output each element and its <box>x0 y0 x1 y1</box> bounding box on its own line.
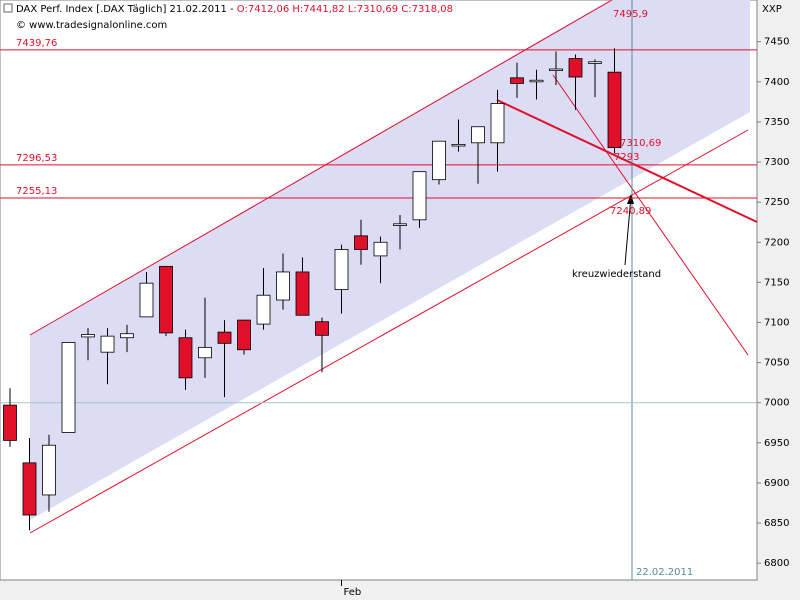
candle-body <box>549 68 563 71</box>
candle-body <box>510 77 524 84</box>
candle-body <box>471 126 485 144</box>
y-tick-label: 7400 <box>764 77 789 88</box>
candle-body <box>607 71 622 148</box>
annotation: 7495,9 <box>613 9 648 20</box>
x-tick-label: Feb <box>344 587 362 598</box>
candle-body <box>373 241 388 257</box>
candle-body <box>432 140 446 181</box>
y-tick-label: 7250 <box>764 197 789 208</box>
y-tick-label: 7350 <box>764 117 789 128</box>
candle-body <box>412 171 427 221</box>
annotation: 7240,89 <box>610 206 651 217</box>
subtitle: © www.tradesignalonline.com <box>16 20 167 31</box>
channel-lower <box>29 129 749 534</box>
y-tick-label: 6900 <box>764 478 789 489</box>
y-tick-label: 6950 <box>764 438 789 449</box>
chart-title: DAX Perf. Index [.DAX Täglich] 21.02.201… <box>16 4 453 15</box>
candle-body <box>315 321 329 336</box>
y-tick-label: 7100 <box>764 317 789 328</box>
y-tick-label: 7450 <box>764 37 789 48</box>
candle-body <box>217 331 232 344</box>
arrow <box>624 195 632 266</box>
channel <box>30 0 750 520</box>
y-tick-label: 7000 <box>764 398 789 409</box>
candle-body <box>22 462 37 516</box>
candle-body <box>451 143 466 147</box>
candle-body <box>159 265 173 334</box>
candle-body <box>120 333 134 339</box>
trend-line <box>496 99 758 223</box>
date-marker: 22.02.2011 <box>636 567 693 578</box>
candle-body <box>354 235 368 250</box>
candle-body <box>256 294 271 325</box>
channel-upper <box>29 0 613 336</box>
candle-body <box>334 249 349 290</box>
arrow-head <box>627 194 634 204</box>
candle-body <box>3 404 17 441</box>
candle-body <box>61 342 76 433</box>
candle-body <box>42 444 56 496</box>
axis-label: XXP <box>762 4 782 15</box>
level-label: 7255,13 <box>16 186 57 197</box>
y-tick-label: 6850 <box>764 518 789 529</box>
icon <box>3 3 13 13</box>
candle-body <box>237 319 251 351</box>
y-tick-label: 7050 <box>764 358 789 369</box>
trend-line <box>552 74 749 356</box>
candle-body <box>276 271 290 301</box>
level-label: 7296,53 <box>16 153 57 164</box>
candle-body <box>139 282 154 318</box>
candle-body <box>588 61 602 64</box>
annotation: 7310,69 <box>620 138 661 149</box>
y-tick-label: 7300 <box>764 157 789 168</box>
candle-body <box>393 223 407 226</box>
candle-body <box>178 337 193 379</box>
y-tick-label: 7150 <box>764 277 789 288</box>
annotation: kreuzwiederstand <box>572 269 661 280</box>
annotation: 7293 <box>614 152 639 163</box>
y-tick-label: 7200 <box>764 237 789 248</box>
candle-body <box>100 335 115 353</box>
candle-body <box>568 58 583 78</box>
level-label: 7439,76 <box>16 38 57 49</box>
candle-body <box>295 271 310 316</box>
candle-body <box>490 103 505 144</box>
candle-body <box>198 346 212 359</box>
candle-body <box>81 334 95 338</box>
y-tick-label: 6800 <box>764 558 789 569</box>
candle-body <box>529 79 544 83</box>
